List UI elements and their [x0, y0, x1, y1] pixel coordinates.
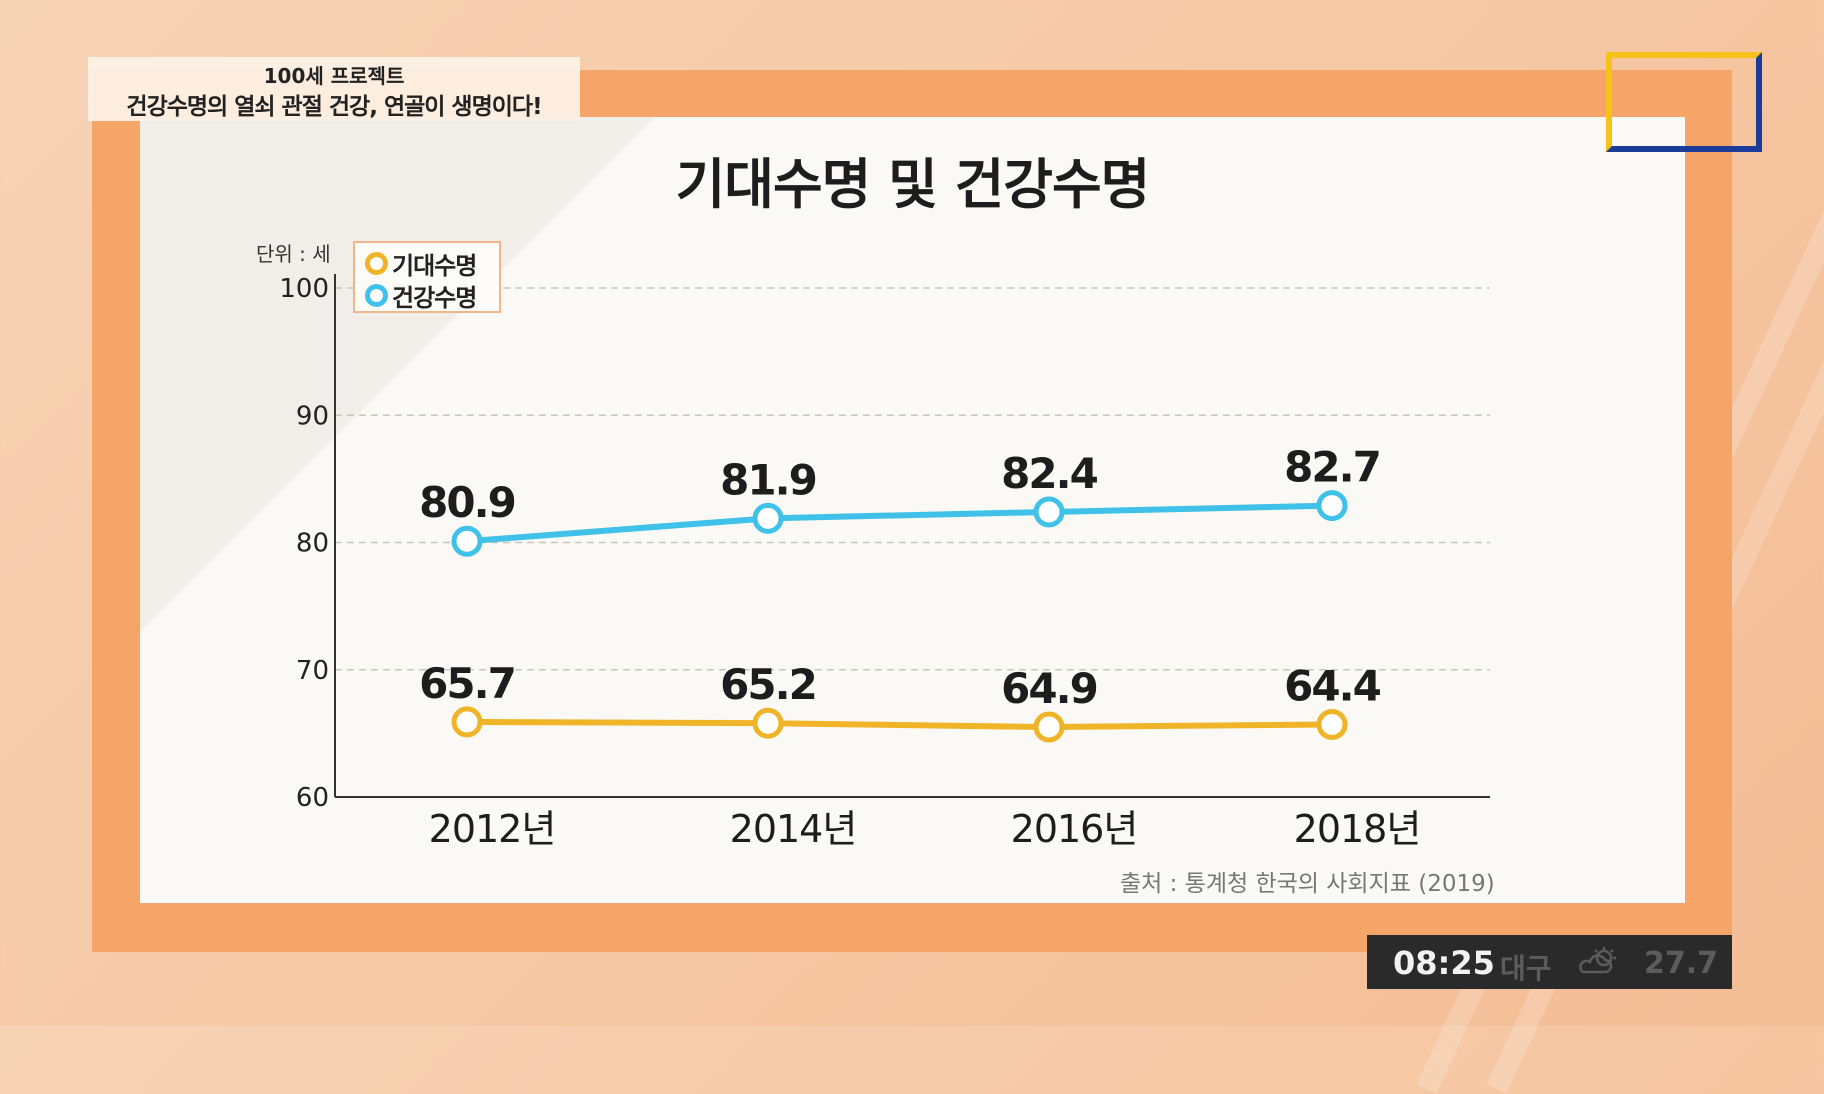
data-label-life-expectancy: 64.4: [1284, 661, 1380, 710]
data-point-healthy-life: [1316, 490, 1348, 522]
data-label-healthy-life: 82.7: [1284, 443, 1380, 492]
data-point-life-expectancy: [1316, 708, 1348, 740]
temperature: 27.7: [1644, 946, 1719, 981]
y-tick-label: 90: [296, 401, 329, 431]
legend-item-healthy-life: 건강수명: [365, 280, 477, 312]
data-label-life-expectancy: 64.9: [1001, 664, 1097, 713]
x-tick-label: 2016년: [1011, 807, 1138, 851]
episode-title: 건강수명의 열쇠 관절 건강, 연골이 생명이다!: [126, 94, 542, 120]
data-point-healthy-life: [752, 502, 784, 534]
x-tick-label: 2014년: [730, 807, 857, 851]
data-point-healthy-life: [1033, 496, 1065, 528]
unit-label: 단위 : 세: [256, 242, 331, 266]
data-label-healthy-life: 80.9: [419, 478, 515, 527]
legend-label: 건강수명: [392, 283, 477, 312]
line-chart: 60 70 80 90 100 2012년 2014년 2016년 2018년 80.9 81.9 8…: [279, 274, 1490, 851]
series-line-life-expectancy: [466, 718, 1333, 731]
status-ticker: 08:25 대구 27.7: [1367, 935, 1732, 989]
partly-cloudy-icon: [1579, 947, 1616, 974]
legend-marker: [365, 283, 388, 307]
data-label-healthy-life: 82.4: [1001, 449, 1097, 498]
legend-marker: [365, 251, 388, 275]
series-line-healthy-life: [466, 502, 1333, 545]
data-label-life-expectancy: 65.2: [720, 660, 816, 709]
data-point-life-expectancy: [1033, 711, 1065, 743]
data-point-healthy-life: [451, 525, 483, 557]
source-note: 출처 : 통계청 한국의 사회지표 (2019): [1120, 871, 1495, 897]
x-tick-label: 2018년: [1294, 807, 1421, 851]
show-name: 100세 프로젝트: [263, 64, 405, 88]
chart-title: 기대수명 및 건강수명: [675, 153, 1151, 216]
data-point-life-expectancy: [752, 707, 784, 739]
data-label-life-expectancy: 65.7: [419, 659, 515, 708]
channel-logo-frame: [1606, 52, 1762, 152]
weather-city: 대구: [1500, 952, 1552, 985]
program-caption: 100세 프로젝트 건강수명의 열쇠 관절 건강, 연골이 생명이다!: [88, 57, 580, 121]
x-tick-label: 2012년: [429, 807, 556, 851]
data-point-life-expectancy: [451, 706, 483, 738]
data-label-healthy-life: 81.9: [720, 455, 816, 504]
y-tick-label: 70: [296, 656, 329, 686]
y-tick-label: 80: [296, 529, 329, 559]
chart-legend: 기대수명 건강수명: [353, 241, 501, 313]
legend-item-life-expectancy: 기대수명: [365, 248, 477, 280]
y-tick-label: 100: [279, 274, 329, 304]
clock-time: 08:25: [1393, 944, 1495, 982]
legend-label: 기대수명: [392, 251, 477, 280]
y-tick-label: 60: [296, 783, 329, 813]
